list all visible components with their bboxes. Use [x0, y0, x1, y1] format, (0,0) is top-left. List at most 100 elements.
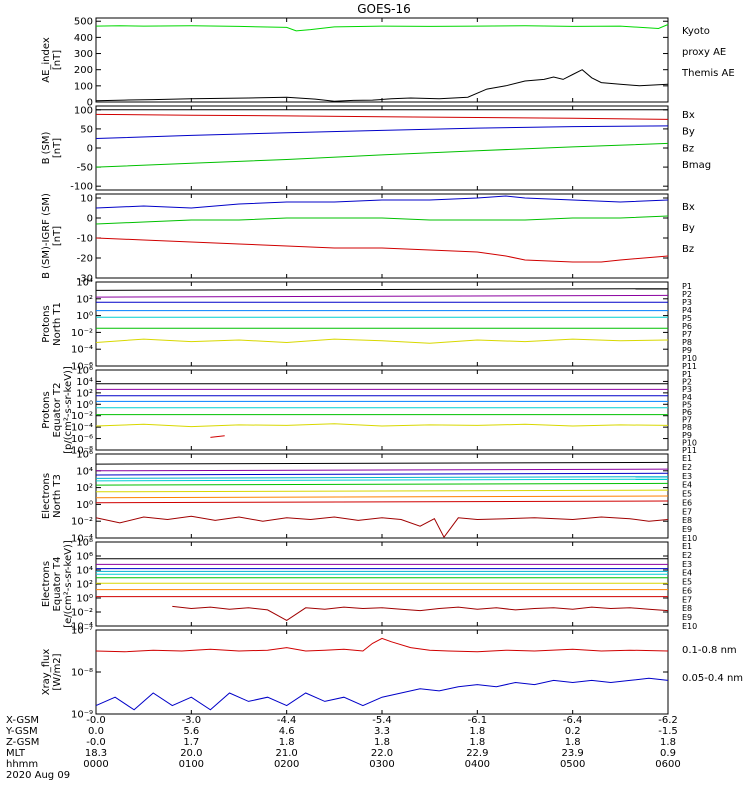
panel-protons_north: 10⁻⁶ 10⁻⁴ 10⁻² 10⁰ 10² 10⁴ Protons North T1 P1P2… — [41, 278, 697, 373]
x-axis-value: 0200 — [274, 759, 299, 770]
legend-entry: E9 — [682, 613, 692, 622]
x-axis-value: 1.8 — [469, 737, 485, 748]
legend-entry: E1 — [682, 542, 692, 551]
series-by — [95, 142, 669, 168]
y-axis-title: [nT] — [52, 138, 63, 158]
y-axis-title: Equator T2 — [52, 383, 63, 438]
y-axis-title: [p/(cm²-s-sr-keV)] — [63, 366, 74, 454]
legend-entry: P11 — [682, 446, 697, 455]
legend-entry: P6 — [682, 322, 692, 331]
legend-entry: E4 — [682, 481, 692, 490]
legend-entry: E1 — [682, 454, 692, 463]
panel-ae: 0 100 200 300 400 500 AE_index [nT] Kyoto proxy A… — [41, 17, 735, 109]
x-axis-value: 0.0 — [88, 726, 104, 737]
panel-frame — [95, 17, 669, 103]
y-tick-label: 400 — [74, 33, 93, 44]
legend-entry: E10 — [682, 534, 697, 543]
x-axis-value: 22.0 — [371, 748, 393, 759]
y-tick-label: 0 — [87, 214, 93, 225]
x-axis-value: 3.3 — [374, 726, 390, 737]
series-p7 — [95, 338, 669, 344]
x-axis-value: -0.0 — [86, 737, 106, 748]
y-tick-label: 10² — [76, 483, 93, 494]
y-axis-title: B (SM)-IGRF (SM) — [41, 193, 52, 279]
legend-entry: Bz — [682, 143, 694, 154]
x-axis-value: 18.3 — [85, 748, 107, 759]
x-axis-value: -6.1 — [468, 715, 488, 726]
legend-entry: By — [682, 223, 695, 234]
panel-frame — [95, 369, 669, 451]
y-tick-label: 10⁻⁷ — [71, 626, 93, 637]
series-e8 — [95, 495, 669, 499]
y-tick-label: 10⁻⁶ — [71, 434, 93, 445]
y-axis-title: [nT] — [52, 226, 63, 246]
legend-entry: E5 — [682, 578, 692, 587]
y-tick-label: 10⁴ — [76, 466, 93, 477]
x-axis-value: 1.7 — [183, 737, 199, 748]
legend-entry: E3 — [682, 472, 692, 481]
y-axis-title: Protons — [41, 391, 52, 428]
x-axis-value: 21.0 — [276, 748, 298, 759]
series-e9 — [95, 500, 669, 504]
y-tick-label: 10⁰ — [76, 400, 93, 411]
y-tick-label: 10⁸ — [76, 538, 93, 549]
y-axis-title: North T3 — [52, 474, 63, 518]
legend-entry: P3 — [682, 298, 692, 307]
legend-entry: P7 — [682, 416, 692, 425]
legend-entry: P2 — [682, 378, 692, 387]
x-axis-row-label: Y-GSM — [5, 726, 38, 737]
series-p10 — [210, 435, 225, 438]
legend-entry: P1 — [682, 370, 692, 379]
series-e4 — [95, 476, 669, 479]
series-bx — [95, 125, 669, 139]
series-by — [95, 215, 669, 225]
series-e1 — [95, 461, 669, 465]
y-tick-label: 10⁻⁴ — [71, 345, 93, 356]
y-tick-label: 10⁰ — [76, 594, 93, 605]
legend-entry: E8 — [682, 516, 692, 525]
series-e3 — [95, 472, 669, 476]
y-tick-label: 0 — [87, 98, 93, 109]
series-p1 — [95, 288, 669, 291]
series-bx — [95, 195, 669, 209]
x-axis-value: 22.9 — [466, 748, 488, 759]
legend-entry: P7 — [682, 330, 692, 339]
panel-frame — [95, 281, 669, 367]
panel-bsm: -100 -50 0 50 100 B (SM) [nT] Bx By Bz Bmag — [41, 105, 711, 192]
series-0-05-0-4-nm — [95, 677, 669, 711]
legend-entry: E7 — [682, 595, 692, 604]
legend-entry: P5 — [682, 400, 692, 409]
x-axis-value: 1.8 — [279, 737, 295, 748]
legend-entry: P6 — [682, 408, 692, 417]
y-tick-label: 10² — [76, 388, 93, 399]
x-axis-row-label: X-GSM — [6, 715, 39, 726]
x-axis-value: -6.2 — [658, 715, 678, 726]
y-tick-label: 10 — [80, 194, 93, 205]
series-themis-ae — [95, 69, 669, 102]
legend-entry: P11 — [682, 362, 697, 371]
x-axis-value: 5.6 — [183, 726, 199, 737]
x-axis-row-label: 2020 Aug 09 — [6, 770, 70, 781]
legend-entry: E8 — [682, 604, 692, 613]
y-tick-label: 10⁴ — [76, 377, 93, 388]
x-axis-value: -6.4 — [563, 715, 583, 726]
legend-entry: E7 — [682, 507, 692, 516]
legend-entry: P4 — [682, 306, 692, 315]
y-axis-title: Protons — [41, 305, 52, 342]
y-tick-label: 50 — [80, 124, 93, 135]
x-axis-value: 0300 — [369, 759, 394, 770]
legend-entry: 0.05-0.4 nm — [682, 673, 743, 684]
legend-entry: Kyoto — [682, 26, 710, 37]
legend-entry: P3 — [682, 385, 692, 394]
legend-entry: P9 — [682, 431, 692, 440]
y-tick-label: -100 — [70, 182, 93, 193]
x-axis-value: -4.4 — [277, 715, 297, 726]
x-axis-value: 0.2 — [565, 726, 581, 737]
legend-entry: P2 — [682, 290, 692, 299]
legend-entry: Bmag — [682, 160, 711, 171]
series-p7 — [95, 423, 669, 428]
